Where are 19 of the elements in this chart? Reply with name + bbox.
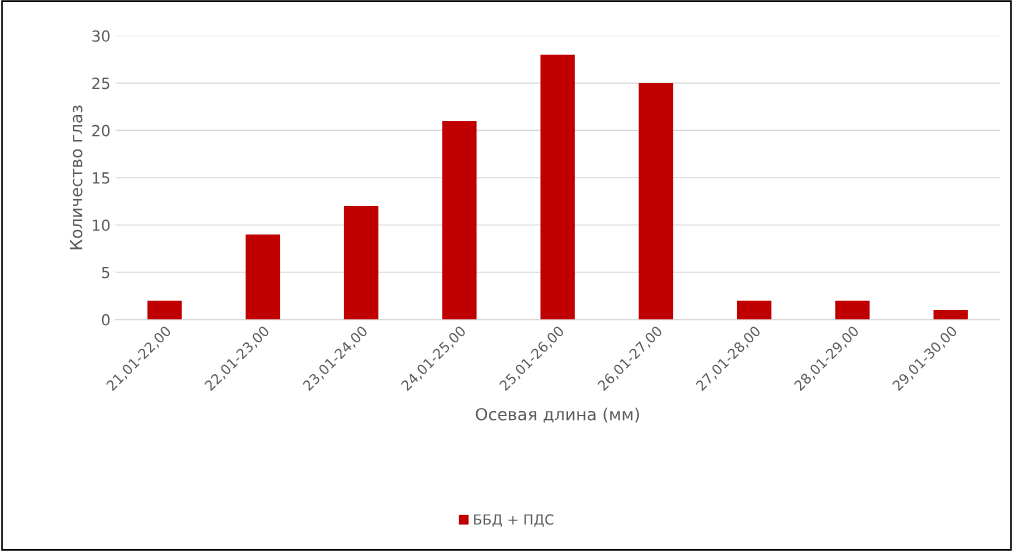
y-tick-label: 0: [101, 314, 110, 326]
x-axis-title: Осевая длина (мм): [475, 407, 639, 423]
bar: [835, 300, 870, 320]
bar: [147, 300, 182, 320]
y-tick-label: 25: [92, 77, 110, 90]
y-axis-title: Количество глаз: [70, 105, 83, 250]
y-tick-label: 30: [92, 30, 110, 42]
bar: [245, 234, 281, 320]
y-tick-label: 20: [92, 124, 110, 137]
bar: [442, 120, 477, 320]
bar: [343, 206, 379, 320]
y-tick-label: 10: [92, 219, 110, 232]
bar: [933, 310, 968, 320]
bar: [638, 83, 674, 320]
bar: [540, 54, 575, 320]
legend-label: ББД + ПДС: [474, 514, 554, 527]
bar: [736, 300, 772, 320]
y-tick-label: 5: [102, 266, 110, 279]
y-tick-label: 15: [92, 172, 110, 184]
